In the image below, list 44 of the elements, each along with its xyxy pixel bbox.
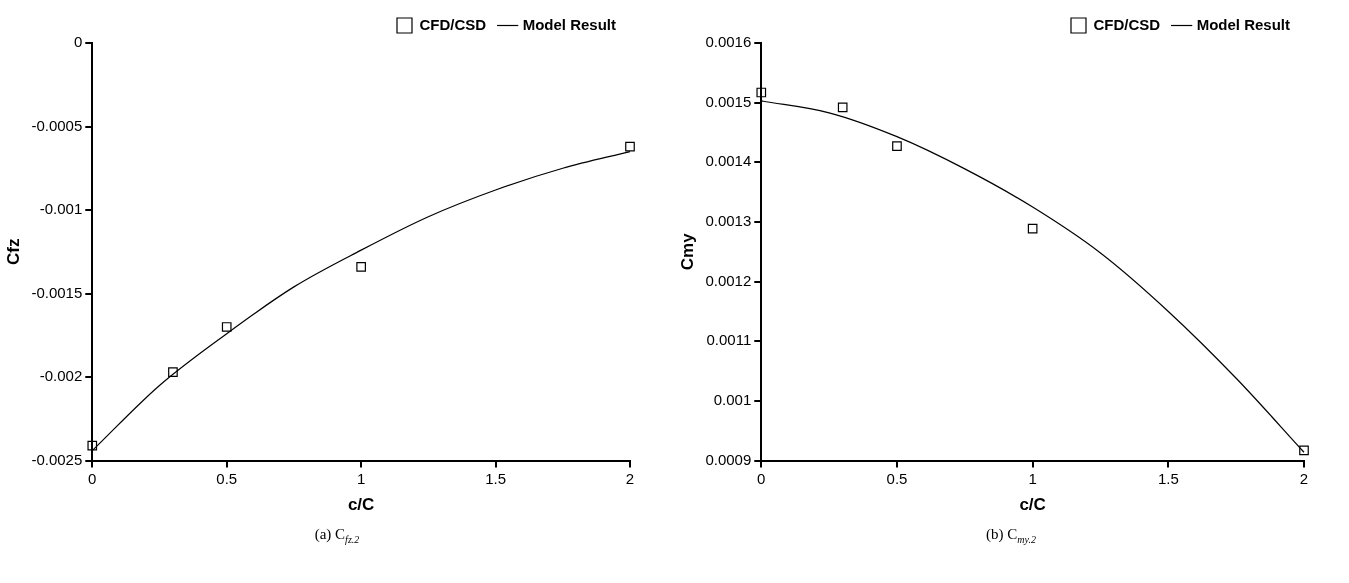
legend-label: CFD/CSD <box>1093 15 1161 33</box>
x-tick-label: 0 <box>88 469 97 487</box>
y-tick-label: -0.0005 <box>31 116 83 134</box>
legend-label: CFD/CSD <box>419 15 487 33</box>
point <box>756 87 767 98</box>
point <box>892 141 902 152</box>
point <box>625 141 635 152</box>
x-tick-label: 2 <box>1299 469 1309 487</box>
legend-label: Model Result <box>522 15 616 33</box>
point <box>168 367 178 377</box>
point <box>87 440 98 451</box>
y-tick-label: -0.002 <box>39 367 83 385</box>
y-tick-label: 0.0013 <box>705 212 752 230</box>
x-axis-title: c/C <box>1019 495 1046 515</box>
y-tick-label: 0.0009 <box>705 450 752 468</box>
x-tick-label: 2 <box>625 469 635 487</box>
x-tick-label: 0.5 <box>216 469 238 487</box>
y-tick-label: 0.001 <box>713 391 752 409</box>
x-tick-label: 1 <box>356 469 366 487</box>
y-axis-title: Cmy <box>677 232 697 271</box>
text: (a) C$_{fz.2}$ <box>313 526 361 545</box>
y-tick-label: -0.0025 <box>31 450 83 468</box>
x-axis-title: c/C <box>347 495 375 515</box>
x-tick-label: 1.5 <box>485 469 506 487</box>
y-tick-label: 0 <box>73 33 83 51</box>
point <box>356 261 366 272</box>
x-tick-label: 0 <box>757 469 766 487</box>
y-tick-label: 0.0016 <box>705 33 752 51</box>
point <box>1027 223 1038 234</box>
y-tick-label: -0.001 <box>39 200 83 218</box>
x-tick-label: 1.5 <box>1157 469 1179 487</box>
point <box>221 322 232 332</box>
y-tick-label: -0.0015 <box>31 283 83 301</box>
y-tick-label: 0.0012 <box>705 271 752 289</box>
x-tick-label: 1 <box>1028 469 1037 487</box>
legend-label: Model Result <box>1196 15 1290 33</box>
y-axis-title: Cfz <box>3 238 23 266</box>
y-tick-label: 0.0011 <box>706 331 752 349</box>
point <box>1299 445 1309 456</box>
x-tick-label: 0.5 <box>886 469 908 487</box>
text: (b) C$_{my.2}$ <box>985 526 1037 545</box>
y-tick-label: 0.0014 <box>705 152 752 170</box>
point <box>837 102 848 113</box>
y-tick-label: 0.0015 <box>705 92 752 110</box>
